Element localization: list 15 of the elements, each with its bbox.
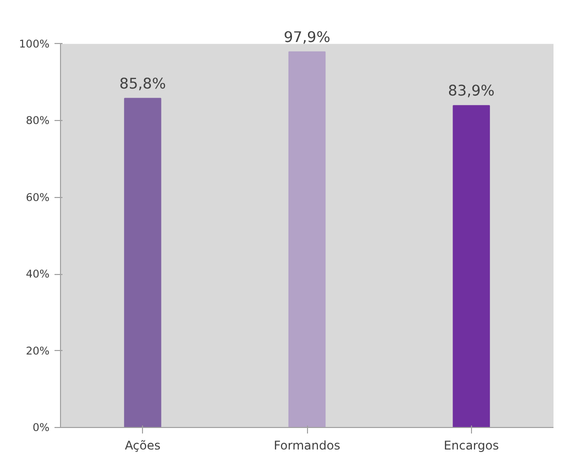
x-tick-label: Formandos (274, 438, 340, 452)
y-tick-label: 100% (19, 37, 50, 50)
y-tick-label: 20% (26, 344, 50, 358)
bar (452, 105, 490, 428)
bar (288, 51, 326, 428)
data-label: 83,9% (448, 82, 495, 100)
bar (124, 98, 162, 428)
y-tick-label: 80% (26, 114, 50, 128)
data-label: 85,8% (119, 75, 166, 92)
data-label: 97,9% (284, 28, 330, 46)
y-tick-label: 0% (32, 421, 50, 434)
x-tick-label: Ações (124, 438, 160, 452)
y-tick-label: 40% (26, 268, 50, 281)
y-tick-label: 60% (26, 190, 50, 204)
x-tick-label: Encargos (444, 438, 499, 452)
